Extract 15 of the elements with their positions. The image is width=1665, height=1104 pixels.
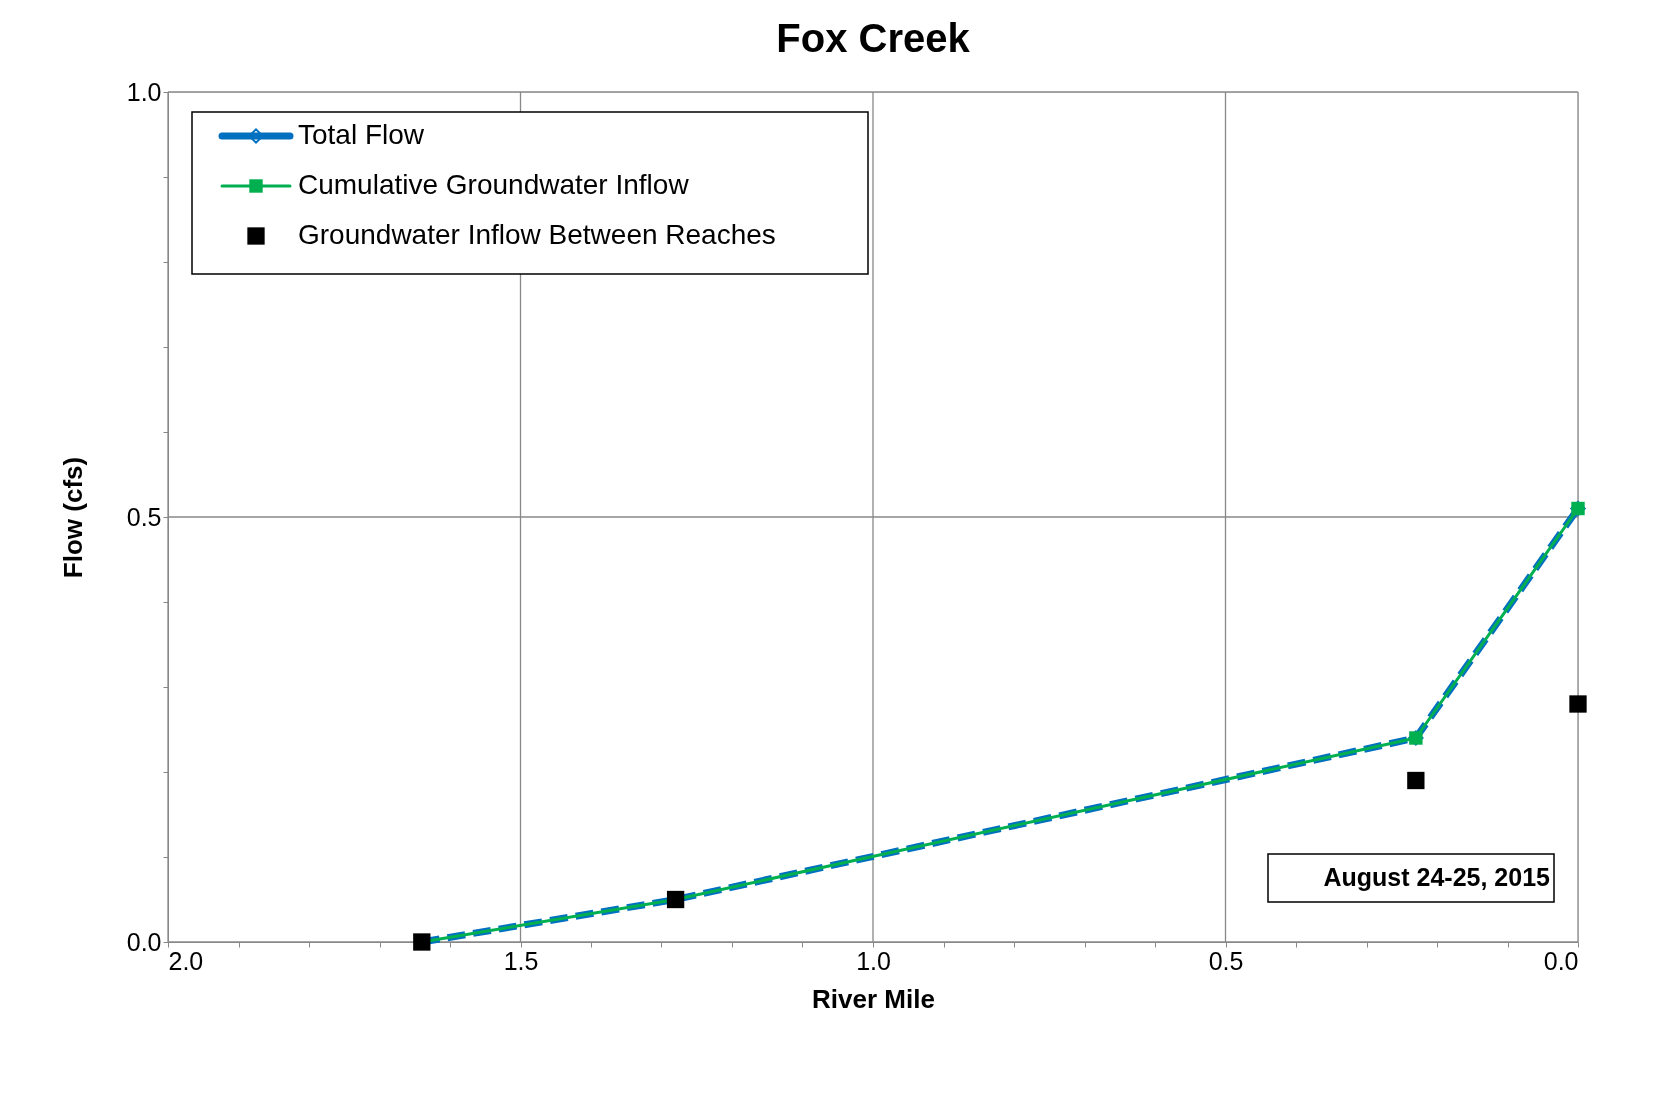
- annotation: August 24-25, 2015: [1323, 863, 1551, 891]
- y-axis-title: Flow (cfs): [57, 456, 88, 579]
- legend-label: Groundwater Inflow Between Reaches: [298, 219, 776, 250]
- legend-label: Total Flow: [298, 119, 425, 150]
- y-tick-label: 0.5: [126, 502, 162, 531]
- y-tick-label: 0.0: [126, 927, 162, 956]
- x-axis-title: River Mile: [812, 983, 935, 1014]
- x-tick-label: 1.0: [856, 946, 891, 975]
- x-tick-label: 0.0: [1543, 946, 1579, 975]
- x-tick-label: 1.5: [503, 946, 539, 975]
- x-tick-label: 0.5: [1208, 946, 1244, 975]
- y-tick-label: 1.0: [126, 77, 162, 106]
- chart-title: Fox Creek: [776, 16, 971, 60]
- x-tick-label: 2.0: [168, 946, 204, 975]
- legend-label: Cumulative Groundwater Inflow: [298, 169, 690, 200]
